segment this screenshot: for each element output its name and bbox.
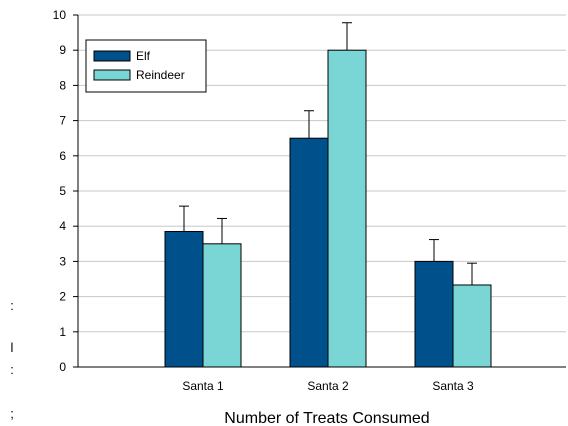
legend-swatch-elf	[93, 50, 131, 62]
bar-elf-3	[414, 260, 454, 368]
y-tick-label: 9	[59, 43, 66, 57]
bar-elf-2	[289, 137, 329, 368]
legend-box	[85, 39, 207, 93]
y-tick-label: 1	[59, 325, 66, 339]
bar-reindeer-2	[327, 49, 367, 368]
y-tick-label: 5	[59, 184, 66, 198]
bars	[164, 49, 492, 368]
legend-label-elf: Elf	[136, 49, 151, 63]
bar-reindeer-3	[452, 284, 492, 368]
y-tick-label: 8	[59, 78, 66, 92]
legend-swatch-reindeer	[93, 69, 131, 81]
y-tick-label: 4	[59, 219, 66, 233]
y-axis-title-fragment: :	[10, 298, 14, 313]
bar-elf-1	[164, 230, 204, 368]
y-axis-title-fragment: l	[11, 340, 14, 355]
x-tick-label: Santa 2	[307, 379, 349, 393]
x-axis-title: Number of Treats Consumed	[224, 410, 429, 426]
y-axis-title-fragment: ;	[10, 406, 14, 421]
y-tick-label: 6	[59, 149, 66, 163]
axes	[73, 14, 566, 368]
y-tick-labels: 0 1 2 3 4 5 6 7 8 9 10	[53, 8, 67, 374]
y-tick-label: 0	[59, 360, 66, 374]
legend: Elf Reindeer	[85, 39, 207, 93]
error-bars	[179, 22, 477, 285]
x-tick-label: Santa 1	[182, 379, 224, 393]
bar-reindeer-1	[202, 243, 242, 368]
x-tick-label: Santa 3	[432, 379, 474, 393]
y-tick-label: 2	[59, 290, 66, 304]
y-tick-label: 7	[59, 114, 66, 128]
y-tick-label: 10	[53, 8, 67, 22]
legend-label-reindeer: Reindeer	[136, 68, 185, 82]
y-axis-title-fragments: : l : ;	[10, 298, 14, 421]
x-tick-labels: Santa 1 Santa 2 Santa 3	[182, 379, 474, 393]
y-axis-title-fragment: :	[10, 362, 14, 377]
y-tick-label: 3	[59, 254, 66, 268]
